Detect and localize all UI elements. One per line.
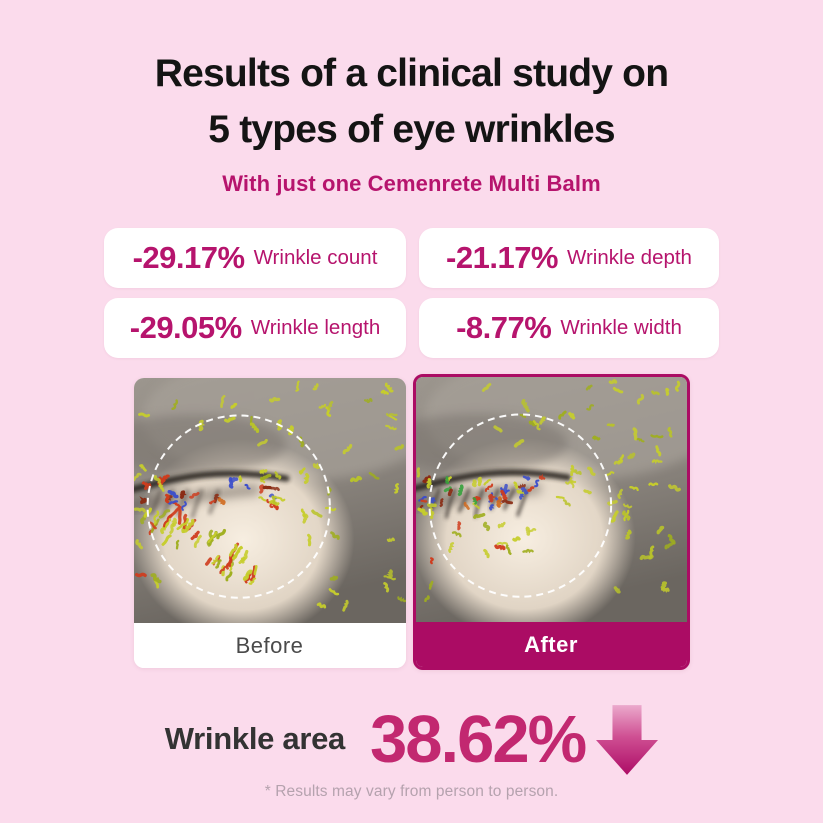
after-photo-card: After xyxy=(412,374,690,670)
stat-card-wrinkle-count: -29.17% Wrinkle count xyxy=(104,228,406,288)
before-eye-photo xyxy=(133,378,406,623)
result-value: 38.62% xyxy=(369,701,587,777)
stat-value: -21.17% xyxy=(446,240,558,275)
before-label: Before xyxy=(133,623,406,668)
subtitle: With just one Cemenrete Multi Balm xyxy=(222,171,601,196)
stat-value: -29.17% xyxy=(132,240,245,275)
before-after-comparison: Before After xyxy=(0,374,823,674)
stat-label: Wrinkle length xyxy=(250,316,381,339)
after-label: After xyxy=(415,622,687,667)
stat-card-wrinkle-length: -29.05% Wrinkle length xyxy=(104,298,406,358)
after-eye-photo xyxy=(415,377,687,622)
stat-label: Wrinkle count xyxy=(253,246,378,269)
stat-card-wrinkle-depth: -21.17% Wrinkle depth xyxy=(419,228,719,288)
footnote: * Results may vary from person to person… xyxy=(264,783,559,800)
page-title: Results of a clinical study on 5 types o… xyxy=(0,46,823,158)
stats-grid: -29.17% Wrinkle count -21.17% Wrinkle de… xyxy=(104,228,719,358)
down-arrow-icon xyxy=(596,704,659,780)
before-eye-photo-svg xyxy=(133,378,406,623)
stat-label: Wrinkle depth xyxy=(567,246,692,269)
after-eye-photo-svg xyxy=(415,377,687,622)
result-label: Wrinkle area xyxy=(164,721,346,756)
stat-label: Wrinkle width xyxy=(560,316,682,339)
title-line-2: 5 types of eye wrinkles xyxy=(208,108,615,151)
result-summary: Wrinkle area 38.62% xyxy=(0,700,823,778)
title-line-1: Results of a clinical study on xyxy=(154,52,669,95)
stat-card-wrinkle-width: -8.77% Wrinkle width xyxy=(419,298,719,358)
stat-value: -8.77% xyxy=(456,310,552,345)
stat-value: -29.05% xyxy=(129,310,242,345)
before-photo-card: Before xyxy=(133,378,406,668)
